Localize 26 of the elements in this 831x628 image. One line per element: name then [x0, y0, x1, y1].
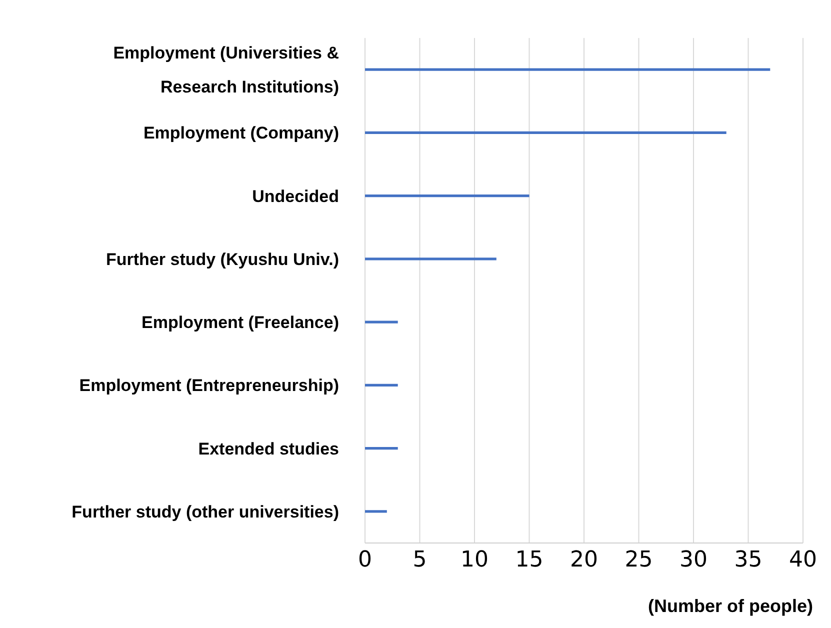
y-tick-label: Employment (Company) [143, 124, 339, 143]
y-tick-label: Further study (other universities) [72, 502, 339, 522]
x-tick-label: 20 [570, 548, 598, 573]
y-tick-label: Employment (Universities & Research Institutions) [113, 44, 339, 97]
x-tick-label: 10 [460, 548, 488, 573]
bar [365, 131, 726, 134]
x-tick-label: 35 [734, 548, 762, 573]
bar [365, 384, 398, 386]
bar [365, 194, 530, 198]
y-tick-label: Further study (Kyushu Univ.) [106, 250, 339, 269]
x-axis-title: (Number of people) [648, 596, 813, 617]
y-tick-label: Employment (Entrepreneurship) [79, 376, 339, 396]
x-tick-label: 5 [412, 548, 427, 573]
y-tick-label: Undecided [252, 186, 339, 206]
bar [365, 320, 398, 324]
x-tick-label: 15 [515, 548, 544, 573]
bar [365, 510, 387, 513]
x-tick-label: 25 [624, 548, 653, 573]
y-tick-label: Extended studies [198, 439, 339, 458]
bar [365, 447, 398, 450]
bar [365, 68, 770, 71]
x-tick-label: 30 [680, 548, 708, 573]
x-tick-label: 40 [789, 548, 817, 573]
x-tick-label: 0 [358, 548, 372, 573]
bar [365, 258, 496, 260]
y-tick-label: Employment (Freelance) [142, 313, 339, 332]
